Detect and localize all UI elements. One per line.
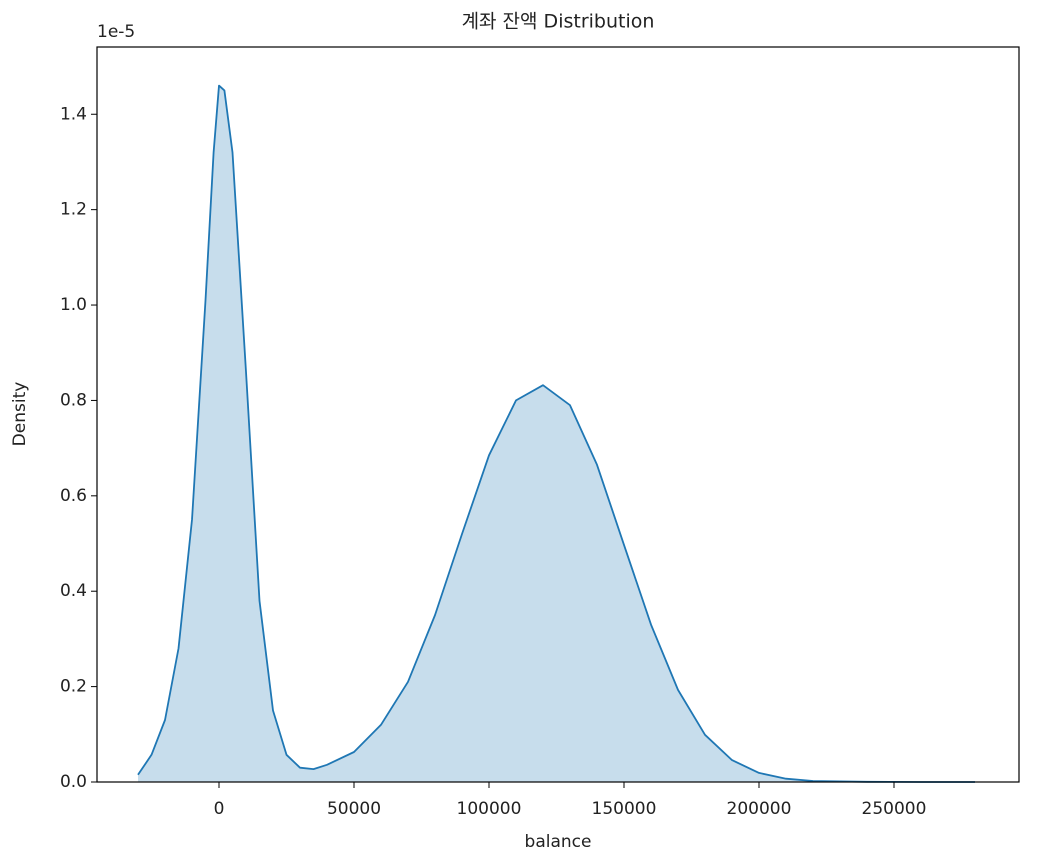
x-tick-label: 100000 — [457, 799, 522, 819]
y-tick-label: 0.6 — [60, 486, 87, 506]
density-line — [137, 84, 975, 783]
y-tick-label: 1.2 — [60, 200, 87, 220]
y-tick-label: 1.0 — [60, 295, 87, 315]
y-tick-label: 0.0 — [60, 772, 87, 792]
x-tick-label: 50000 — [327, 799, 381, 819]
x-tick-label: 250000 — [862, 799, 927, 819]
x-tick-label: 200000 — [727, 799, 792, 819]
y-offset-label: 1e-5 — [97, 22, 135, 42]
x-tick-label: 0 — [214, 799, 225, 819]
area-fill — [138, 85, 975, 783]
y-tick-label: 0.8 — [60, 390, 87, 410]
chart-title: 계좌 잔액 Distribution — [462, 11, 655, 33]
y-tick-label: 0.4 — [60, 581, 87, 601]
y-axis-label: Density — [10, 382, 30, 447]
plot-frame — [96, 46, 1020, 783]
y-tick-label: 0.2 — [60, 677, 87, 697]
y-tick-label: 1.4 — [60, 104, 87, 124]
x-tick-label: 150000 — [592, 799, 657, 819]
x-axis-label: balance — [525, 832, 592, 852]
